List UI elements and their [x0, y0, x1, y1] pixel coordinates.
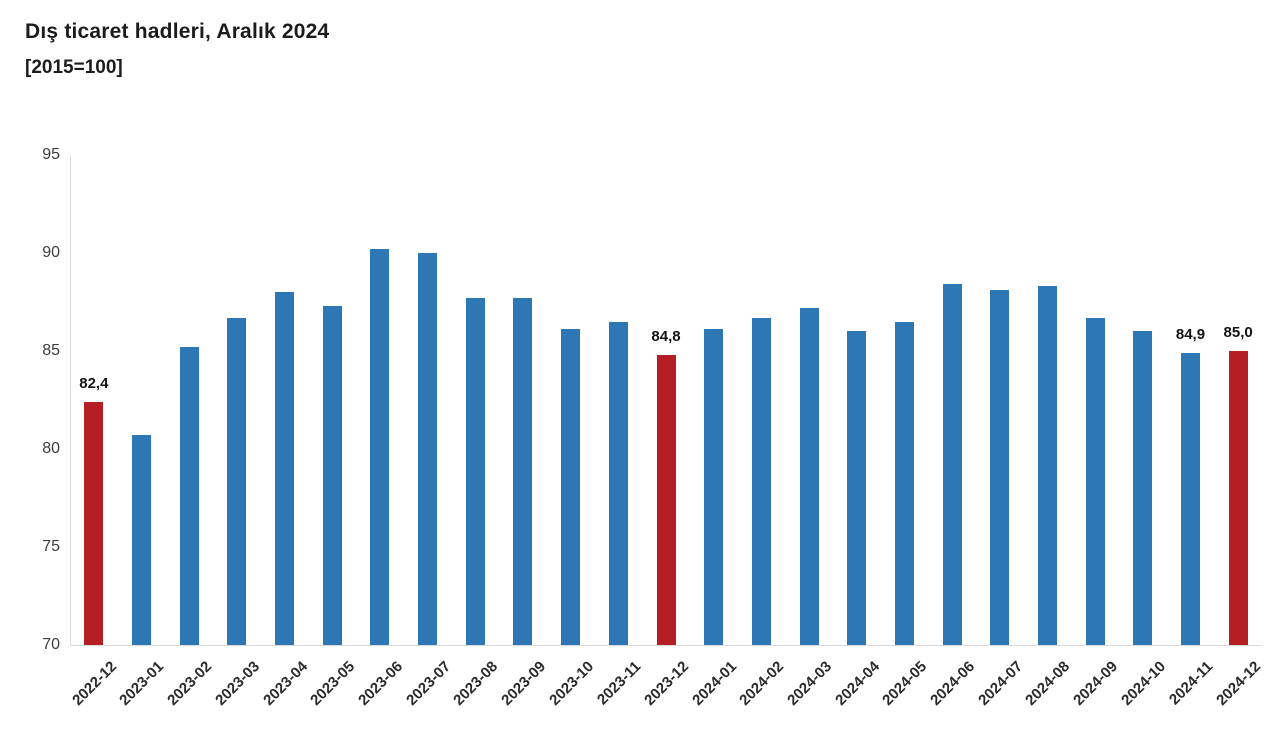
x-tick-label-2023-10: 2023-10 [545, 658, 597, 709]
y-tick-label-70: 70 [42, 636, 60, 653]
x-tick-label-2024-05: 2024-05 [879, 658, 931, 709]
bar-2023-05 [322, 305, 342, 645]
x-tick-label-2024-04: 2024-04 [831, 658, 883, 709]
bar-2024-05 [894, 321, 914, 645]
x-tick-label-2023-06: 2023-06 [354, 658, 406, 709]
x-tick-label-2023-11: 2023-11 [593, 658, 645, 709]
x-tick-label-2024-01: 2024-01 [688, 658, 740, 709]
x-tick-label-2023-02: 2023-02 [164, 658, 216, 709]
bar-2022-12 [84, 401, 104, 645]
y-tick-label-95: 95 [42, 146, 60, 163]
x-tick-label-2024-11: 2024-11 [1166, 658, 1217, 709]
value-label-2024-11: 84,9 [1175, 325, 1206, 343]
x-tick-label-2024-08: 2024-08 [1022, 658, 1074, 709]
bar-2023-08 [465, 298, 485, 645]
x-tick-label-2023-01: 2023-01 [116, 658, 168, 709]
bar-2024-11 [1180, 352, 1200, 645]
y-tick-label-75: 75 [42, 538, 60, 555]
bar-2024-02 [751, 317, 771, 645]
bar-2023-12 [656, 354, 676, 645]
bar-2023-11 [608, 321, 628, 645]
x-tick-label-2023-03: 2023-03 [211, 658, 263, 709]
x-tick-label-2023-04: 2023-04 [259, 658, 311, 709]
x-tick-label-2024-09: 2024-09 [1070, 658, 1122, 709]
x-tick-label-2024-06: 2024-06 [927, 658, 979, 709]
x-tick-label-2023-09: 2023-09 [498, 658, 549, 709]
y-axis-line [70, 155, 71, 645]
bar-2023-07 [418, 253, 438, 645]
bar-2023-02 [179, 347, 199, 645]
bar-2023-03 [227, 317, 247, 645]
value-label-2023-12: 84,8 [651, 327, 681, 345]
bar-2023-04 [275, 292, 295, 645]
x-tick-label-2024-10: 2024-10 [1117, 658, 1169, 709]
chart-subtitle: [2015=100] [25, 57, 123, 78]
y-tick-label-80: 80 [42, 440, 60, 457]
bar-2024-09 [1085, 317, 1105, 645]
y-tick-label-85: 85 [42, 342, 60, 359]
x-tick-label-2024-07: 2024-07 [974, 658, 1026, 709]
chart-title: Dış ticaret hadleri, Aralık 2024 [25, 20, 330, 43]
bar-2023-01 [132, 435, 152, 645]
x-tick-label-2023-07: 2023-07 [402, 658, 454, 709]
bar-2023-06 [370, 249, 390, 645]
x-axis-line [70, 645, 1262, 646]
bar-2024-01 [704, 329, 724, 645]
bar-2023-09 [513, 298, 533, 645]
bar-2024-03 [799, 307, 819, 645]
bar-2024-12 [1228, 351, 1248, 645]
bar-2024-04 [847, 331, 867, 645]
x-tick-label-2024-03: 2024-03 [784, 658, 836, 709]
y-tick-label-90: 90 [42, 244, 60, 261]
bar-2024-07 [990, 290, 1010, 645]
x-tick-label-2023-05: 2023-05 [307, 658, 359, 709]
x-tick-label-2023-12: 2023-12 [641, 658, 693, 709]
bar-2024-06 [942, 284, 962, 645]
x-tick-label-2023-08: 2023-08 [450, 658, 502, 709]
x-tick-label-2024-02: 2024-02 [736, 658, 788, 709]
x-tick-label-2024-12: 2024-12 [1213, 658, 1265, 709]
bar-2024-08 [1037, 286, 1057, 645]
value-label-2024-12: 85,0 [1223, 324, 1253, 341]
bar-2023-10 [561, 329, 581, 645]
x-tick-label-2022-12: 2022-12 [68, 658, 120, 709]
plot-area: 95 90 85 80 75 70 82,4 84,8 84,9 85,0 2022-12 202… [42, 146, 1264, 709]
bar-2024-10 [1133, 331, 1153, 645]
value-label-2022-12: 82,4 [79, 374, 109, 392]
